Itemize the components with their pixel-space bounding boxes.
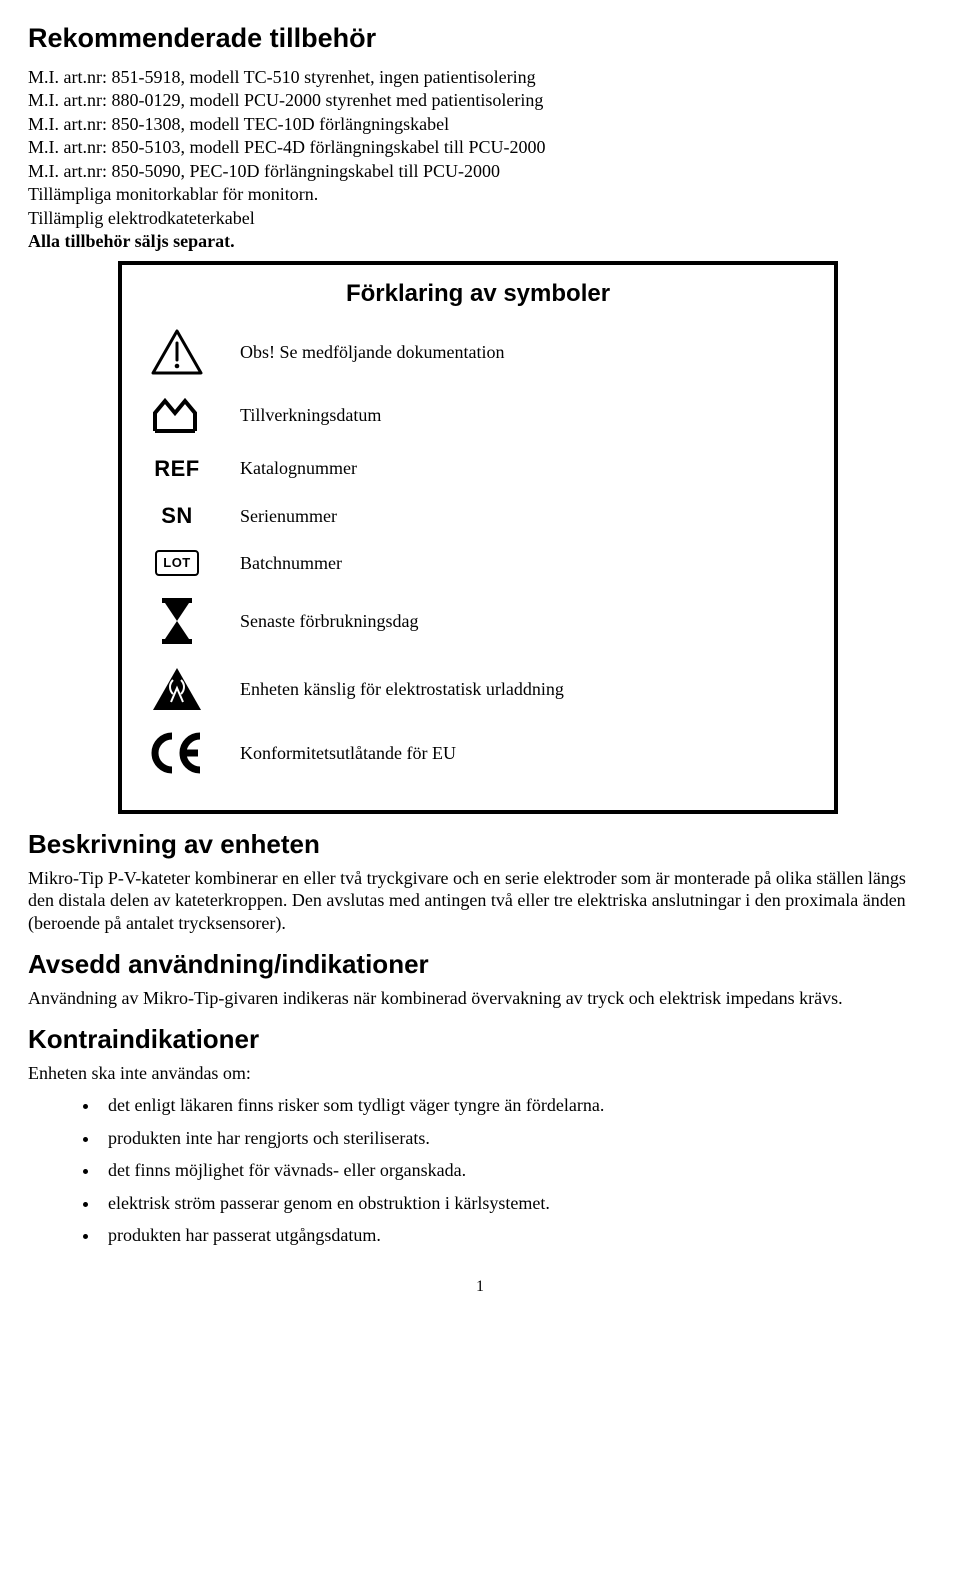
symbol-row-esd: Enheten känslig för elektrostatisk urlad… xyxy=(142,666,814,712)
symbol-text: Serienummer xyxy=(240,505,337,528)
accessory-line: M.I. art.nr: 851-5918, modell TC-510 sty… xyxy=(28,66,932,89)
esd-icon xyxy=(142,666,212,712)
accessory-line: Tillämpliga monitorkablar för monitorn. xyxy=(28,183,932,206)
accessories-sold-separately: Alla tillbehör säljs separat. xyxy=(28,230,932,253)
sn-glyph: SN xyxy=(161,502,193,530)
list-item: det finns möjlighet för vävnads- eller o… xyxy=(100,1159,932,1182)
accessory-line: M.I. art.nr: 880-0129, modell PCU-2000 s… xyxy=(28,89,932,112)
ref-icon: REF xyxy=(142,455,212,483)
contra-list: det enligt läkaren finns risker som tydl… xyxy=(28,1094,932,1247)
heading-intended-use: Avsedd användning/indikationer xyxy=(28,948,932,981)
lot-icon: LOT xyxy=(142,550,212,576)
intended-use-paragraph: Användning av Mikro-Tip-givaren indikera… xyxy=(28,987,932,1010)
symbol-row-sn: SN Serienummer xyxy=(142,502,814,530)
accessory-line: M.I. art.nr: 850-5103, modell PEC-4D för… xyxy=(28,136,932,159)
heading-contraindications: Kontraindikationer xyxy=(28,1023,932,1056)
page-number: 1 xyxy=(28,1277,932,1297)
list-item: produkten har passerat utgångsdatum. xyxy=(100,1224,932,1247)
symbol-row-ce: Konformitetsutlåtande för EU xyxy=(142,732,814,774)
description-paragraph: Mikro-Tip P-V-kateter kombinerar en elle… xyxy=(28,867,932,935)
symbols-title: Förklaring av symboler xyxy=(142,279,814,309)
symbol-text: Senaste förbrukningsdag xyxy=(240,610,418,633)
symbol-row-lot: LOT Batchnummer xyxy=(142,550,814,576)
ref-glyph: REF xyxy=(154,455,200,483)
symbol-row-mfgdate: Tillverkningsdatum xyxy=(142,395,814,435)
list-item: produkten inte har rengjorts och sterili… xyxy=(100,1127,932,1150)
list-item: elektrisk ström passerar genom en obstru… xyxy=(100,1192,932,1215)
contra-intro: Enheten ska inte användas om: xyxy=(28,1062,932,1085)
symbol-text: Batchnummer xyxy=(240,552,342,575)
warning-icon xyxy=(142,329,212,375)
symbol-text: Obs! Se medföljande dokumentation xyxy=(240,341,504,364)
list-item: det enligt läkaren finns risker som tydl… xyxy=(100,1094,932,1117)
accessory-line: Tillämplig elektrodkateterkabel xyxy=(28,207,932,230)
heading-accessories: Rekommenderade tillbehör xyxy=(28,22,932,56)
heading-description: Beskrivning av enheten xyxy=(28,828,932,861)
manufacture-date-icon xyxy=(142,395,212,435)
hourglass-icon xyxy=(142,596,212,646)
symbol-text: Katalognummer xyxy=(240,457,357,480)
symbol-row-ref: REF Katalognummer xyxy=(142,455,814,483)
symbols-box: Förklaring av symboler Obs! Se medföljan… xyxy=(118,261,838,814)
accessory-line: M.I. art.nr: 850-1308, modell TEC-10D fö… xyxy=(28,113,932,136)
lot-glyph: LOT xyxy=(155,550,199,576)
symbol-text: Konformitetsutlåtande för EU xyxy=(240,742,456,765)
accessories-list: M.I. art.nr: 851-5918, modell TC-510 sty… xyxy=(28,66,932,253)
accessory-line: M.I. art.nr: 850-5090, PEC-10D förlängni… xyxy=(28,160,932,183)
symbol-row-warning: Obs! Se medföljande dokumentation xyxy=(142,329,814,375)
symbol-text: Tillverkningsdatum xyxy=(240,404,381,427)
sn-icon: SN xyxy=(142,502,212,530)
symbol-row-hourglass: Senaste förbrukningsdag xyxy=(142,596,814,646)
symbol-text: Enheten känslig för elektrostatisk urlad… xyxy=(240,678,564,701)
ce-mark-icon xyxy=(142,732,212,774)
